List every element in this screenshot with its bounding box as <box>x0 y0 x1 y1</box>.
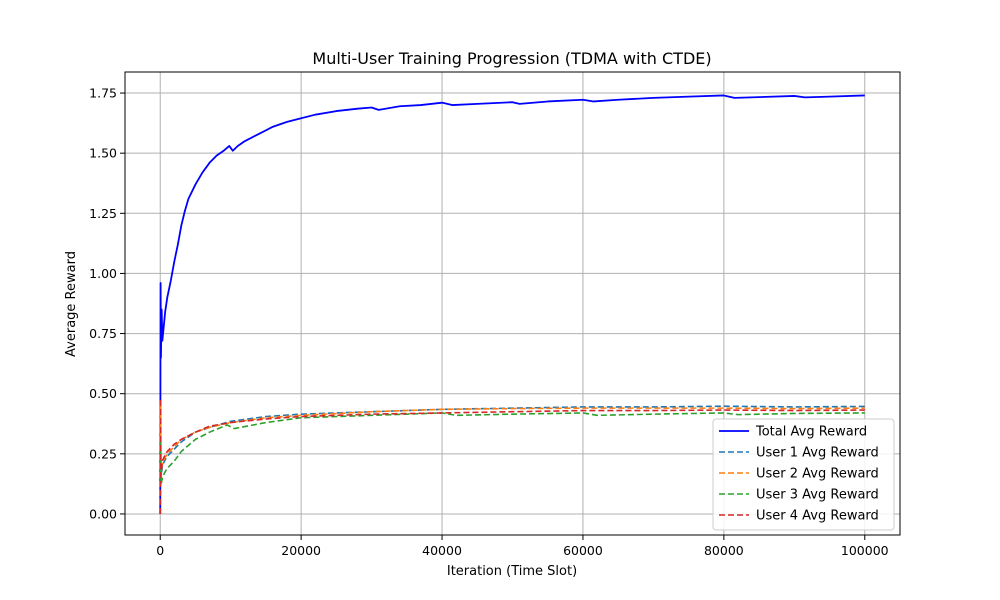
legend-entry-label: User 1 Avg Reward <box>756 446 879 461</box>
legend-box <box>712 418 895 531</box>
legend-entry-label: User 3 Avg Reward <box>756 488 879 503</box>
y-tick-label: 1.00 <box>89 266 117 281</box>
y-tick-label: 0.25 <box>89 446 117 461</box>
y-tick-label: 1.25 <box>89 206 117 221</box>
x-tick-label: 0 <box>156 543 164 558</box>
x-axis-label: Iteration (Time Slot) <box>447 564 577 579</box>
ticks: 0 20000 40000 60000 80000 100000 0.00 0.25 0.50 0… <box>89 86 889 558</box>
x-tick-label: 60000 <box>563 543 603 558</box>
plot-frame <box>124 71 901 536</box>
x-tick-label: 80000 <box>704 543 744 558</box>
series-line-5 <box>159 397 865 514</box>
series-line-2 <box>159 405 865 514</box>
legend-entry-label: User 2 Avg Reward <box>756 467 879 482</box>
chart-title: Multi-User Training Progression (TDMA wi… <box>312 49 711 68</box>
y-tick-label: 0.50 <box>89 386 117 401</box>
y-tick-label: 1.75 <box>89 86 117 101</box>
series-line-4 <box>159 412 865 514</box>
legend-entry-label: User 4 Avg Reward <box>756 509 879 524</box>
grid <box>125 72 900 535</box>
y-axis-label: Average Reward <box>64 251 79 357</box>
series-line-3 <box>159 404 865 514</box>
series-layer <box>159 94 865 514</box>
y-tick-label: 0.75 <box>89 326 117 341</box>
x-tick-label: 20000 <box>281 543 321 558</box>
series-line-1 <box>159 94 865 514</box>
legend-entry-label: Total Avg Reward <box>755 425 867 440</box>
legend: Total Avg Reward User 1 Avg Reward User 2 … <box>712 418 895 531</box>
x-tick-label: 40000 <box>422 543 462 558</box>
x-tick-label: 100000 <box>841 543 889 558</box>
y-tick-label: 1.50 <box>89 146 117 161</box>
y-tick-label: 0.00 <box>89 506 117 521</box>
